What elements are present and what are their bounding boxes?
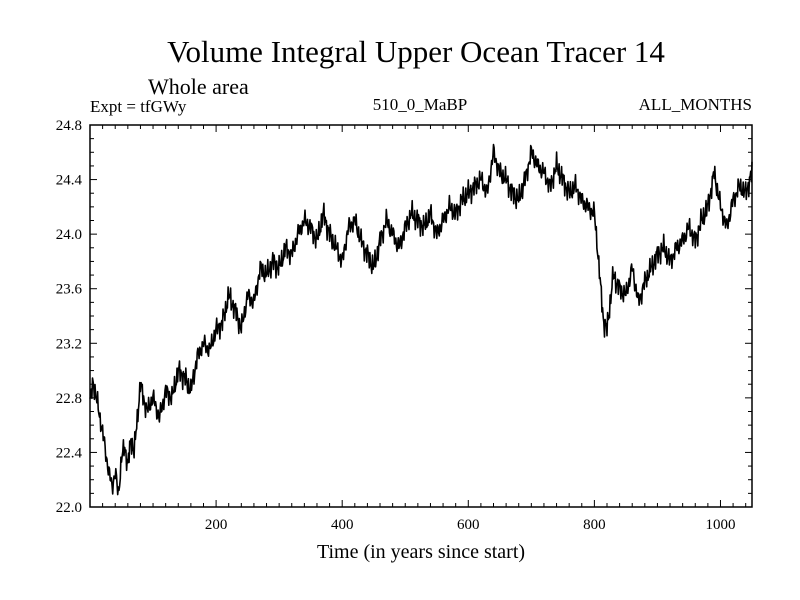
months-label: ALL_MONTHS	[639, 95, 752, 114]
x-tick-label: 600	[457, 517, 480, 533]
chart-title: Volume Integral Upper Ocean Tracer 14	[167, 34, 665, 69]
series-line	[89, 143, 753, 496]
y-tick-label: 24.4	[56, 173, 83, 189]
chart-subtitle: Whole area	[148, 74, 249, 99]
y-tick-label: 24.0	[56, 227, 82, 243]
y-tick-label: 24.8	[56, 118, 82, 134]
x-axis-label: Time (in years since start)	[317, 541, 525, 563]
x-tick-label: 1000	[705, 517, 735, 533]
y-tick-label: 23.2	[56, 336, 82, 352]
y-tick-label: 22.4	[56, 445, 83, 461]
plot-frame	[89, 124, 753, 508]
run-label: 510_0_MaBP	[373, 95, 467, 114]
y-tick-label: 22.0	[56, 500, 82, 516]
axis-ticks: 22.0 22.4 22.8 23.2 23.6 24.0 24.4 24.8 200 400 60…	[56, 118, 752, 533]
x-tick-label: 400	[331, 517, 354, 533]
experiment-label: Expt = tfGWy	[90, 97, 187, 116]
y-tick-label: 23.6	[56, 282, 83, 298]
x-tick-label: 200	[205, 517, 228, 533]
series-layer	[89, 143, 753, 496]
x-tick-label: 800	[583, 517, 606, 533]
y-tick-label: 22.8	[56, 391, 82, 407]
